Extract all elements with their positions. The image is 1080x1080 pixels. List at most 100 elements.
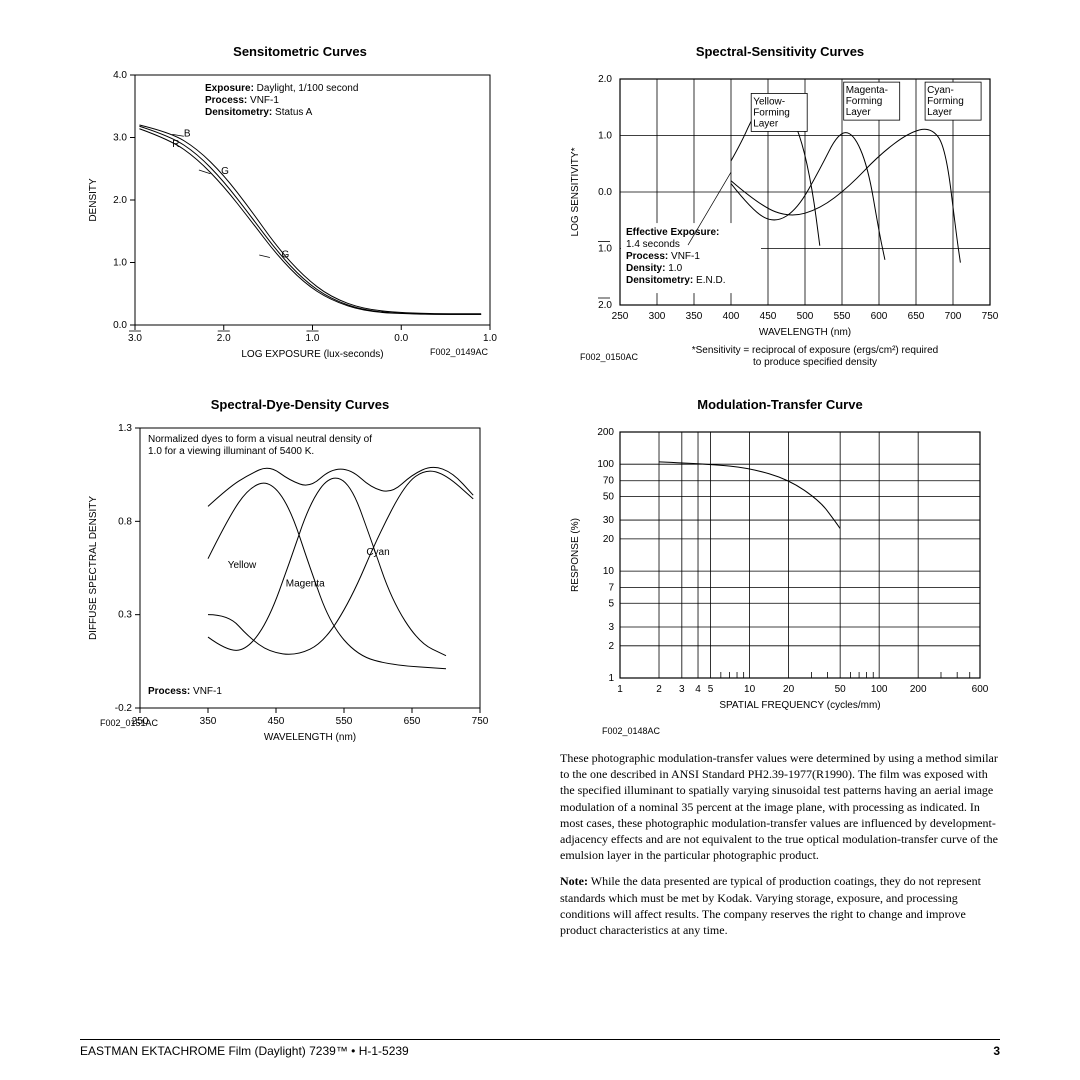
svg-text:R: R bbox=[172, 139, 179, 150]
svg-text:Densitometry: Status A: Densitometry: Status A bbox=[205, 107, 313, 118]
svg-text:200: 200 bbox=[910, 684, 927, 695]
body-text: These photographic modulation-transfer v… bbox=[560, 750, 1000, 938]
svg-text:Yellow: Yellow bbox=[228, 560, 257, 571]
svg-text:4.0: 4.0 bbox=[113, 70, 127, 81]
svg-text:450: 450 bbox=[760, 311, 777, 322]
body-p1: These photographic modulation-transfer v… bbox=[560, 750, 1000, 863]
svg-text:Layer: Layer bbox=[846, 107, 872, 118]
chart2-svg: 2503003504004505005506006507007502.01.00… bbox=[560, 65, 1000, 375]
svg-text:WAVELENGTH (nm): WAVELENGTH (nm) bbox=[264, 732, 356, 743]
svg-text:1.0: 1.0 bbox=[598, 131, 612, 142]
svg-text:Density: 1.0: Density: 1.0 bbox=[626, 263, 683, 274]
chart4-title: Modulation-Transfer Curve bbox=[560, 397, 1000, 412]
svg-text:350: 350 bbox=[686, 311, 703, 322]
svg-text:Cyan: Cyan bbox=[366, 547, 389, 558]
svg-text:Cyan-: Cyan- bbox=[927, 85, 954, 96]
svg-text:750: 750 bbox=[472, 716, 489, 727]
svg-text:1.3: 1.3 bbox=[118, 423, 132, 434]
svg-text:2.0: 2.0 bbox=[217, 333, 231, 344]
chart1-panel: Sensitometric Curves 3.02.01.00.01.00.01… bbox=[80, 40, 520, 375]
footer-left: EASTMAN EKTACHROME Film (Daylight) 7239™… bbox=[80, 1044, 409, 1058]
svg-text:400: 400 bbox=[723, 311, 740, 322]
svg-text:3: 3 bbox=[608, 622, 614, 633]
svg-text:Magenta: Magenta bbox=[286, 579, 325, 590]
svg-text:750: 750 bbox=[982, 311, 999, 322]
chart4-panel: Modulation-Transfer Curve 12345102050100… bbox=[560, 393, 1000, 948]
svg-text:Forming: Forming bbox=[846, 96, 883, 107]
svg-text:450: 450 bbox=[268, 716, 285, 727]
svg-text:0.3: 0.3 bbox=[118, 610, 132, 621]
svg-text:550: 550 bbox=[336, 716, 353, 727]
svg-text:3.0: 3.0 bbox=[128, 333, 142, 344]
chart3-panel: Spectral-Dye-Density Curves 250350450550… bbox=[80, 393, 520, 948]
svg-text:1: 1 bbox=[608, 673, 614, 684]
svg-text:50: 50 bbox=[603, 491, 615, 502]
svg-text:3: 3 bbox=[679, 684, 685, 695]
svg-text:5: 5 bbox=[708, 684, 714, 695]
svg-text:1.0: 1.0 bbox=[483, 333, 497, 344]
svg-text:30: 30 bbox=[603, 515, 615, 526]
svg-text:0.0: 0.0 bbox=[598, 187, 612, 198]
svg-text:0.8: 0.8 bbox=[118, 516, 132, 527]
svg-text:*Sensitivity = reciprocal of e: *Sensitivity = reciprocal of exposure (e… bbox=[692, 345, 938, 356]
svg-text:200: 200 bbox=[597, 427, 614, 438]
footer-pagenum: 3 bbox=[993, 1044, 1000, 1058]
svg-text:Forming: Forming bbox=[927, 96, 964, 107]
svg-text:2.0: 2.0 bbox=[598, 300, 612, 311]
svg-text:-0.2: -0.2 bbox=[115, 703, 133, 714]
svg-text:DENSITY: DENSITY bbox=[88, 178, 99, 222]
svg-text:500: 500 bbox=[797, 311, 814, 322]
svg-text:250: 250 bbox=[612, 311, 629, 322]
svg-text:300: 300 bbox=[649, 311, 666, 322]
svg-text:F002_0150AC: F002_0150AC bbox=[580, 352, 639, 362]
svg-text:1.0 for a viewing illuminant o: 1.0 for a viewing illuminant of 5400 K. bbox=[148, 446, 314, 457]
svg-text:1.0: 1.0 bbox=[598, 244, 612, 255]
svg-text:2.0: 2.0 bbox=[598, 74, 612, 85]
svg-text:Effective Exposure:: Effective Exposure: bbox=[626, 227, 719, 238]
svg-text:1.0: 1.0 bbox=[306, 333, 320, 344]
svg-text:3.0: 3.0 bbox=[113, 133, 127, 144]
svg-text:Process: VNF-1: Process: VNF-1 bbox=[205, 95, 279, 106]
note-text: While the data presented are typical of … bbox=[560, 874, 981, 937]
svg-text:600: 600 bbox=[871, 311, 888, 322]
svg-text:10: 10 bbox=[744, 684, 756, 695]
chart2-title: Spectral-Sensitivity Curves bbox=[560, 44, 1000, 59]
chart2-panel: Spectral-Sensitivity Curves 250 300 350 400… bbox=[560, 40, 1000, 375]
svg-text:20: 20 bbox=[603, 534, 615, 545]
svg-text:100: 100 bbox=[871, 684, 888, 695]
svg-text:50: 50 bbox=[835, 684, 847, 695]
svg-text:1.0: 1.0 bbox=[113, 258, 127, 269]
svg-text:2.0: 2.0 bbox=[113, 195, 127, 206]
chart1-svg: 3.02.01.00.01.00.01.02.03.04.0LOG EXPOSU… bbox=[80, 65, 500, 375]
svg-text:F002_0151AC: F002_0151AC bbox=[100, 718, 159, 728]
svg-text:Forming: Forming bbox=[753, 107, 790, 118]
top-row: Sensitometric Curves 3.02.01.00.01.00.01… bbox=[80, 40, 1000, 375]
svg-text:70: 70 bbox=[603, 476, 615, 487]
svg-text:LOG EXPOSURE (lux-seconds): LOG EXPOSURE (lux-seconds) bbox=[241, 349, 383, 360]
svg-text:350: 350 bbox=[200, 716, 217, 727]
svg-text:G: G bbox=[221, 166, 229, 177]
svg-text:SPATIAL FREQUENCY (cycles/mm): SPATIAL FREQUENCY (cycles/mm) bbox=[719, 700, 880, 711]
svg-text:1: 1 bbox=[617, 684, 623, 695]
svg-text:20: 20 bbox=[783, 684, 795, 695]
svg-text:2: 2 bbox=[656, 684, 662, 695]
svg-text:Process: VNF-1: Process: VNF-1 bbox=[148, 686, 222, 697]
page: Sensitometric Curves 3.02.01.00.01.00.01… bbox=[0, 0, 1080, 1080]
chart4-svg: 1234510205010020060012357102030507010020… bbox=[560, 418, 1000, 718]
footer: EASTMAN EKTACHROME Film (Daylight) 7239™… bbox=[80, 1039, 1000, 1058]
svg-text:to produce specified density: to produce specified density bbox=[753, 357, 877, 368]
chart1-title: Sensitometric Curves bbox=[80, 44, 520, 59]
chart3-title: Spectral-Dye-Density Curves bbox=[80, 397, 520, 412]
svg-text:Magenta-: Magenta- bbox=[846, 85, 888, 96]
svg-text:RESPONSE (%): RESPONSE (%) bbox=[570, 518, 581, 592]
svg-text:WAVELENGTH (nm): WAVELENGTH (nm) bbox=[759, 327, 851, 338]
svg-text:B: B bbox=[184, 128, 191, 139]
svg-text:700: 700 bbox=[945, 311, 962, 322]
chart4-figcode: F002_0148AC bbox=[602, 726, 1000, 736]
svg-text:650: 650 bbox=[404, 716, 421, 727]
svg-text:G: G bbox=[281, 250, 289, 261]
svg-text:100: 100 bbox=[597, 459, 614, 470]
svg-text:Normalized dyes to form a visu: Normalized dyes to form a visual neutral… bbox=[148, 434, 372, 445]
svg-text:650: 650 bbox=[908, 311, 925, 322]
bottom-row: Spectral-Dye-Density Curves 250350450550… bbox=[80, 393, 1000, 948]
